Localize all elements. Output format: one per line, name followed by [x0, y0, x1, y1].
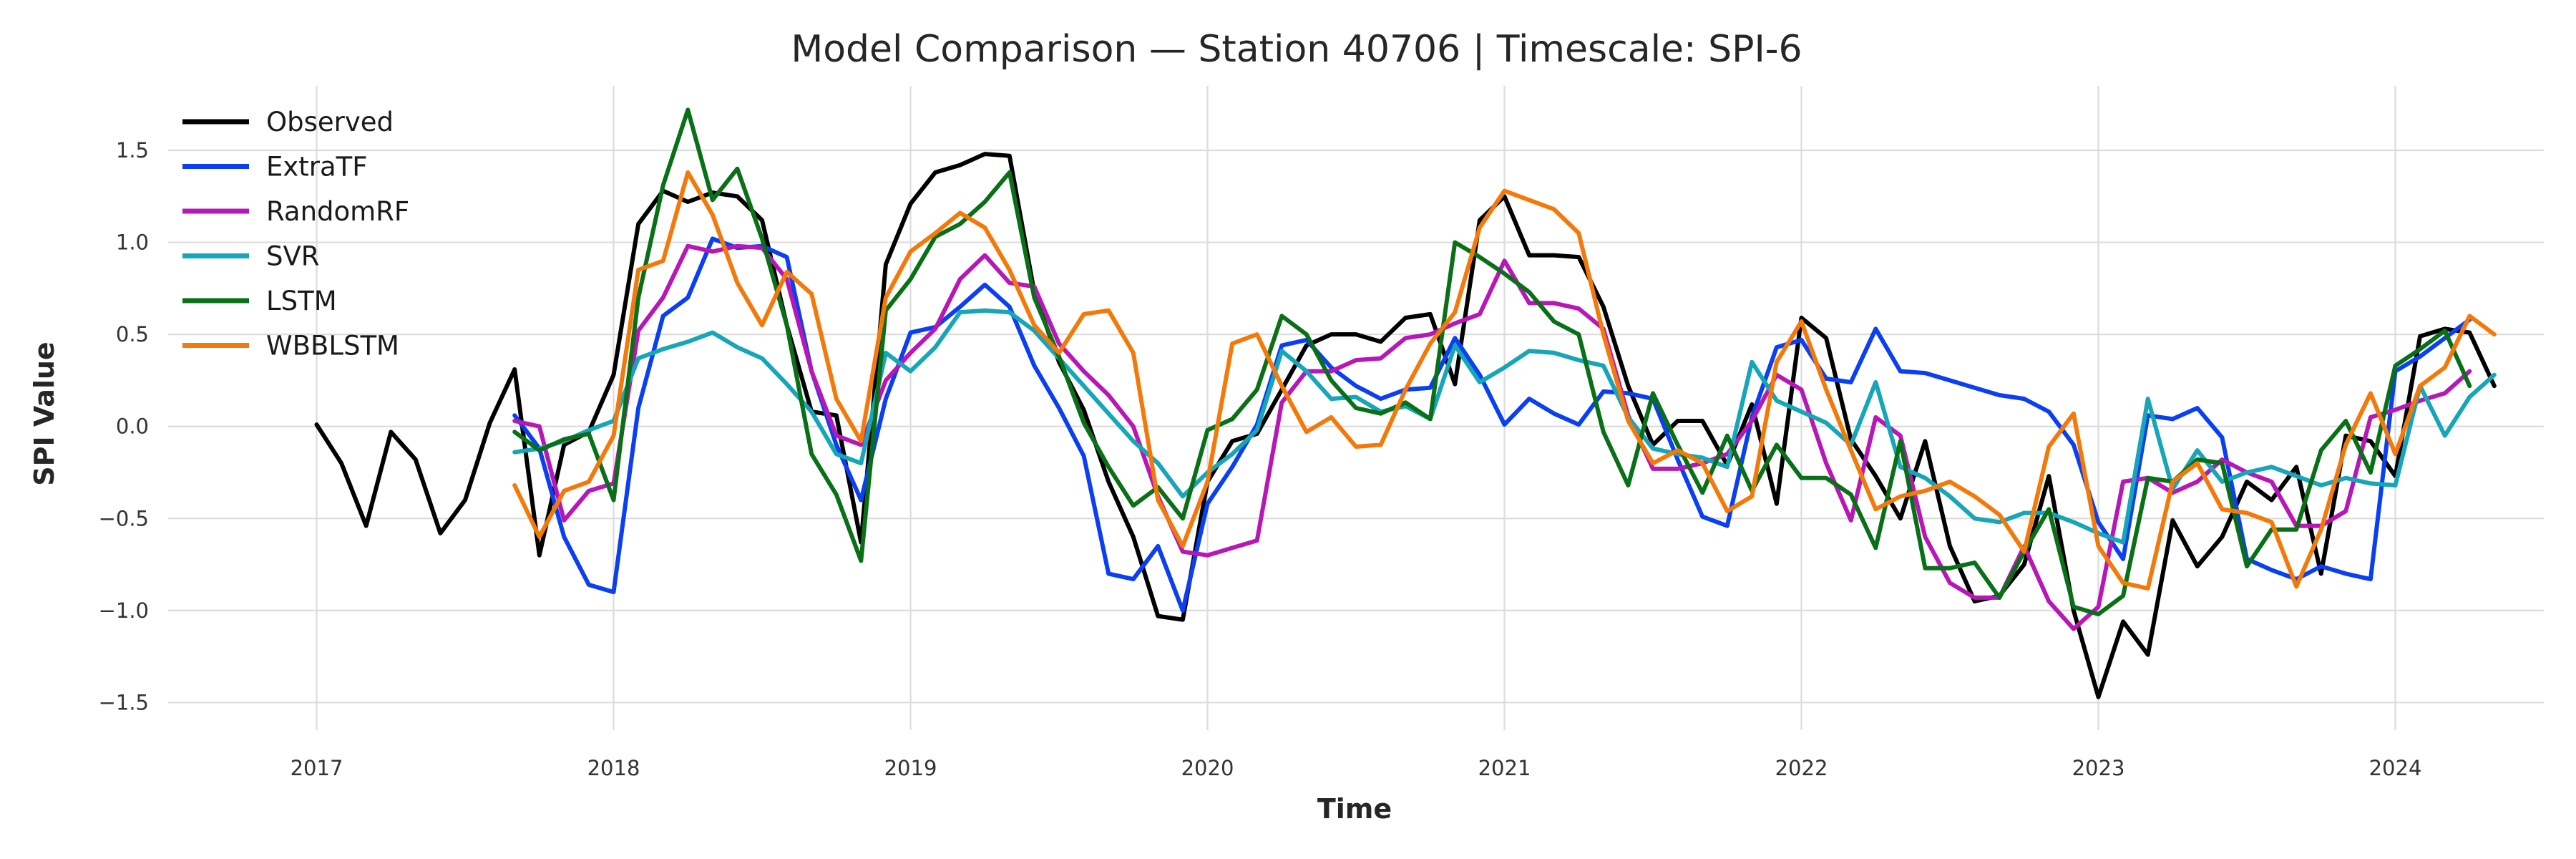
x-tick-label: 2024: [2369, 756, 2422, 780]
y-tick-label: −0.5: [99, 506, 149, 530]
x-tick-label: 2023: [2072, 756, 2125, 780]
y-tick-label: 1.0: [116, 230, 149, 255]
y-tick-label: 0.0: [116, 414, 149, 439]
x-tick-label: 2021: [1478, 756, 1531, 780]
x-tick-label: 2022: [1775, 756, 1828, 780]
y-tick-label: −1.5: [99, 690, 149, 714]
series-line-lstm: [512, 107, 2472, 616]
y-tick-label: 0.5: [116, 322, 149, 346]
y-axis-label: SPI Value: [29, 341, 60, 485]
y-tick-label: 1.5: [116, 138, 149, 162]
x-tick-label: 2017: [291, 756, 343, 780]
series-lines: [314, 107, 2497, 699]
legend-label-wbblstm: WBBLSTM: [266, 331, 399, 361]
legend-label-extratf: ExtraTF: [266, 152, 368, 183]
legend: Observed ExtraTF RandomRF SVR LSTM WBBLSTM: [182, 107, 409, 361]
chart-title: Model Comparison — Station 40706 | Times…: [791, 28, 1802, 71]
legend-label-observed: Observed: [266, 107, 394, 137]
series-line-svr: [512, 308, 2497, 545]
axis-tick-labels: 2017 2018 2019 2020 2021 2022 2023 2024 −1.5 −1.0…: [99, 138, 2422, 780]
y-tick-label: −1.0: [99, 598, 149, 623]
x-tick-label: 2020: [1181, 756, 1234, 780]
legend-label-svr: SVR: [266, 241, 320, 272]
series-line-randomrf: [512, 243, 2472, 631]
legend-label-lstm: LSTM: [266, 286, 337, 316]
series-line-wbblstm: [512, 170, 2497, 591]
legend-label-randomrf: RandomRF: [266, 196, 409, 227]
x-tick-label: 2019: [884, 756, 937, 780]
x-axis-label: Time: [1317, 793, 1392, 825]
series-line-observed: [314, 152, 2497, 699]
x-tick-label: 2018: [587, 756, 640, 780]
